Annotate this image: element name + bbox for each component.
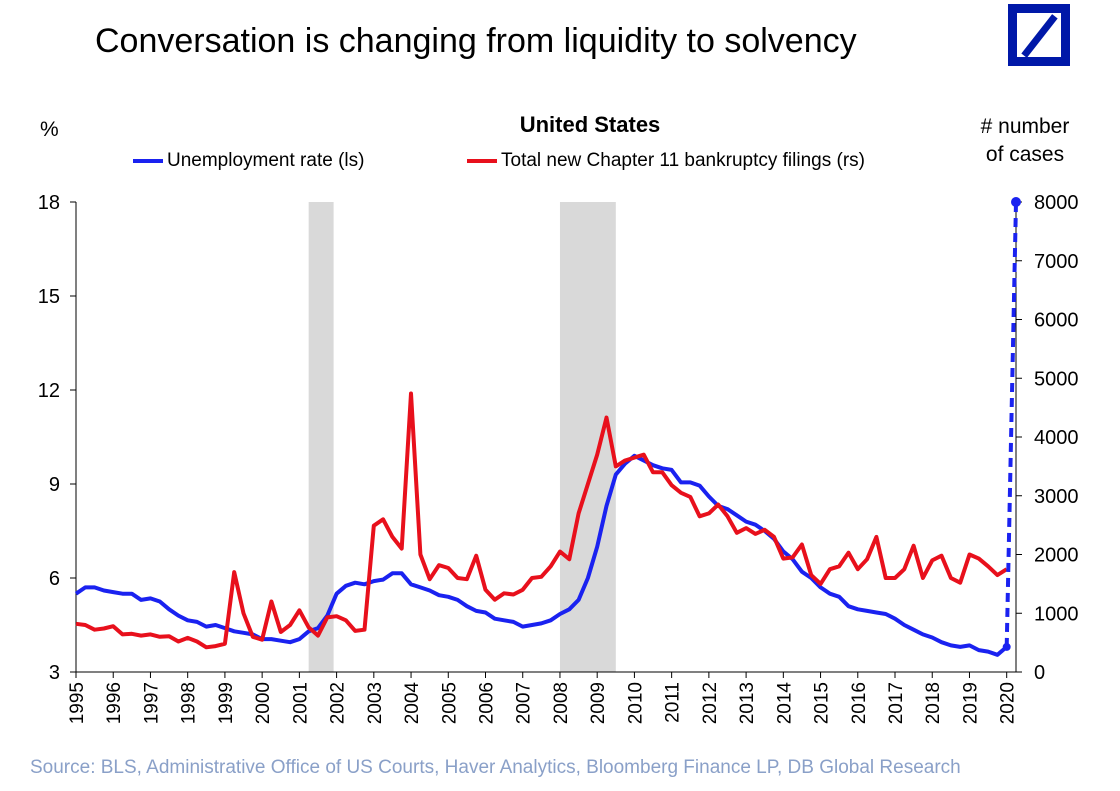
right-tick-label: 1000	[1034, 603, 1079, 625]
right-tick-label: 2000	[1034, 545, 1079, 567]
x-tick-label: 2020	[998, 682, 1019, 724]
x-tick-label: 2013	[737, 682, 758, 724]
left-axis-unit: %	[40, 118, 59, 141]
recession-band	[308, 202, 334, 672]
right-axis-unit-line2: of cases	[985, 143, 1065, 166]
projection-start-point	[1002, 642, 1011, 651]
x-tick-label: 1995	[67, 682, 88, 724]
right-axis-unit-line1: # number	[980, 115, 1070, 138]
recession-band	[559, 202, 616, 672]
series-line-unemployment	[74, 453, 1008, 657]
x-tick-label: 2002	[328, 682, 349, 724]
x-tick-label: 1996	[104, 682, 125, 724]
source-note: Source: BLS, Administrative Office of US…	[30, 757, 961, 778]
projection-line	[1004, 201, 1018, 647]
right-tick-label: 8000	[1034, 192, 1079, 214]
x-tick-label: 2009	[588, 682, 609, 724]
legend-label-bankruptcy: Total new Chapter 11 bankruptcy filings …	[501, 150, 865, 171]
x-tick-label: 2008	[551, 682, 572, 724]
right-tick-label: 7000	[1034, 251, 1079, 273]
x-tick-label: 2010	[625, 682, 646, 724]
right-tick-label: 3000	[1034, 486, 1079, 508]
left-tick-label: 9	[49, 474, 60, 496]
x-tick-label: 2016	[849, 682, 870, 724]
right-axis-unit: # number of cases	[960, 113, 1090, 169]
left-tick-label: 15	[38, 286, 60, 308]
projection-end-point	[1011, 197, 1021, 207]
x-tick-label: 2012	[700, 682, 721, 724]
legend-swatch-bankruptcy	[467, 159, 497, 163]
legend-swatch-unemployment	[133, 159, 163, 163]
chart-subtitle: United States	[519, 112, 661, 137]
x-tick-label: 2006	[477, 682, 498, 724]
x-tick-label: 2018	[923, 682, 944, 724]
x-tick-label: 2005	[439, 682, 460, 724]
x-tick-label: 1998	[179, 682, 200, 724]
series-line-bankruptcy	[75, 391, 1008, 650]
right-tick-label: 6000	[1034, 310, 1079, 332]
legend-label-unemployment: Unemployment rate (ls)	[167, 150, 365, 171]
x-tick-label: 2004	[402, 682, 423, 725]
x-tick-label: 2001	[290, 682, 311, 724]
left-tick-label: 18	[38, 192, 60, 214]
left-tick-label: 12	[38, 380, 60, 402]
x-tick-label: 2003	[365, 682, 386, 724]
x-tick-label: 2007	[514, 682, 535, 724]
x-tick-label: 1997	[141, 682, 162, 724]
x-tick-label: 2011	[663, 682, 684, 723]
x-tick-label: 2019	[960, 682, 981, 724]
legend-item-bankruptcy: Total new Chapter 11 bankruptcy filings …	[467, 150, 865, 172]
x-tick-label: 1999	[216, 682, 237, 724]
right-tick-label: 5000	[1034, 368, 1079, 390]
right-tick-label: 0	[1034, 662, 1045, 684]
legend-item-unemployment: Unemployment rate (ls)	[133, 150, 364, 172]
left-tick-label: 6	[49, 568, 60, 590]
x-tick-label: 2014	[774, 682, 795, 725]
x-tick-label: 2015	[812, 682, 833, 724]
deutsche-bank-logo	[1008, 4, 1070, 66]
left-tick-label: 3	[49, 662, 60, 684]
x-tick-label: 2017	[886, 682, 907, 724]
x-tick-label: 2000	[253, 682, 274, 724]
right-tick-label: 4000	[1034, 427, 1079, 449]
chart-title: Conversation is changing from liquidity …	[95, 22, 857, 60]
